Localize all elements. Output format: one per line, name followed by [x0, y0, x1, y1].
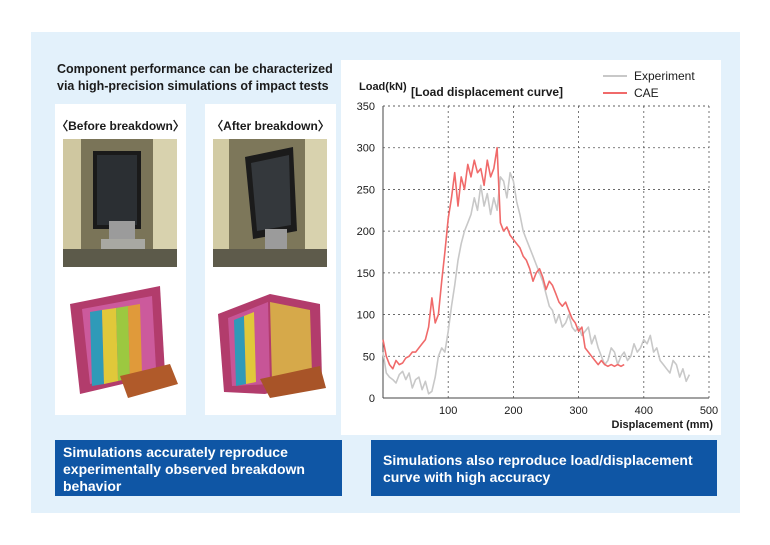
- chart-background: [341, 60, 721, 435]
- y-tick-label: 50: [363, 351, 375, 363]
- after-caption: 〈After breakdown〉: [211, 119, 330, 133]
- y-tick-label: 100: [357, 310, 375, 322]
- chart-ticks: 0 50 100 150 200 250 300 350 100 200 300 400 500: [357, 101, 719, 417]
- series-line-experiment: [382, 171, 691, 395]
- chart-series: [382, 146, 691, 395]
- y-tick-label: 0: [369, 393, 375, 405]
- callout-curve: Simulations also reproduce load/displace…: [371, 440, 717, 496]
- before-photo: [63, 139, 177, 267]
- before-caption: 〈Before breakdown〉: [56, 119, 185, 133]
- y-tick-label: 300: [357, 143, 375, 155]
- x-tick-label: 400: [635, 405, 653, 417]
- x-tick-label: 100: [439, 405, 457, 417]
- legend-label-experiment: Experiment: [634, 69, 695, 83]
- chart-ylabel: Load(kN): [359, 81, 407, 93]
- after-card: 〈After breakdown〉: [205, 104, 336, 415]
- y-tick-label: 250: [357, 184, 375, 196]
- x-tick-label: 300: [569, 405, 587, 417]
- legend-label-cae: CAE: [634, 86, 659, 100]
- headline: Component performance can be characteriz…: [57, 62, 333, 93]
- after-model: [218, 294, 326, 398]
- y-tick-label: 350: [357, 101, 375, 113]
- callout-breakdown: Simulations accurately reproduce experim…: [55, 440, 342, 496]
- before-card: 〈Before breakdown〉: [55, 104, 186, 415]
- chart-xlabel: Displacement (mm): [612, 419, 714, 431]
- before-model: [70, 286, 178, 398]
- chart: 0 50 100 150 200 250 300 350 100 200 300 400 500 [Lo…: [341, 60, 721, 435]
- x-tick-label: 200: [504, 405, 522, 417]
- chart-axes: [382, 105, 710, 399]
- y-tick-label: 150: [357, 268, 375, 280]
- x-tick-label: 500: [700, 405, 718, 417]
- after-photo: [213, 139, 327, 267]
- chart-title: [Load displacement curve]: [411, 85, 563, 99]
- y-tick-label: 200: [357, 226, 375, 238]
- series-line-cae: [382, 146, 625, 370]
- chart-legend: Experiment CAE: [603, 69, 695, 100]
